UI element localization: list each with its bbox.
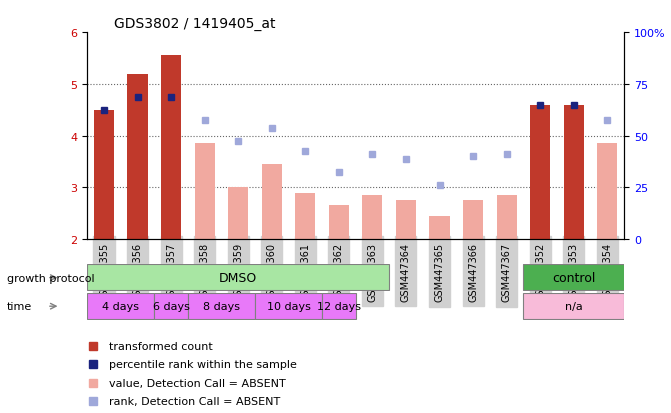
Bar: [564, 105, 584, 240]
Bar: [195, 144, 215, 240]
Bar: [161, 56, 181, 240]
Text: 10 days: 10 days: [266, 301, 311, 312]
FancyBboxPatch shape: [255, 294, 322, 320]
Text: 8 days: 8 days: [203, 301, 240, 312]
Text: percentile rank within the sample: percentile rank within the sample: [109, 359, 297, 369]
Bar: [329, 206, 349, 240]
Bar: [295, 193, 315, 240]
Bar: [497, 196, 517, 240]
Bar: [463, 201, 483, 240]
Bar: [127, 74, 148, 240]
Bar: [396, 201, 416, 240]
Bar: [362, 196, 382, 240]
Text: 4 days: 4 days: [102, 301, 140, 312]
Bar: [530, 105, 550, 240]
Text: growth protocol: growth protocol: [7, 273, 95, 283]
FancyBboxPatch shape: [523, 294, 624, 320]
Bar: [94, 111, 114, 240]
FancyBboxPatch shape: [154, 294, 188, 320]
Text: DMSO: DMSO: [219, 271, 258, 284]
FancyBboxPatch shape: [523, 265, 624, 291]
Text: time: time: [7, 301, 32, 311]
FancyBboxPatch shape: [87, 265, 389, 291]
Text: 6 days: 6 days: [153, 301, 189, 312]
FancyBboxPatch shape: [322, 294, 356, 320]
Bar: [597, 144, 617, 240]
Bar: [262, 165, 282, 240]
Text: control: control: [552, 271, 595, 284]
Text: 12 days: 12 days: [317, 301, 361, 312]
Bar: [429, 216, 450, 240]
Text: transformed count: transformed count: [109, 341, 213, 351]
FancyBboxPatch shape: [188, 294, 255, 320]
Text: n/a: n/a: [565, 301, 582, 312]
FancyBboxPatch shape: [87, 294, 154, 320]
Text: rank, Detection Call = ABSENT: rank, Detection Call = ABSENT: [109, 396, 280, 406]
Text: GDS3802 / 1419405_at: GDS3802 / 1419405_at: [114, 17, 276, 31]
Bar: [228, 188, 248, 240]
Text: value, Detection Call = ABSENT: value, Detection Call = ABSENT: [109, 378, 285, 388]
